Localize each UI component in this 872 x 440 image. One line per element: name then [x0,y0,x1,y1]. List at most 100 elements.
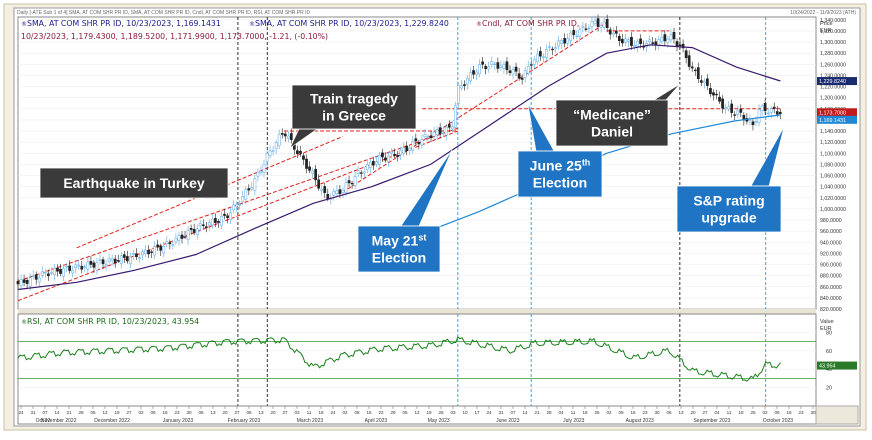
candle-body [712,92,715,96]
candle-body [350,182,354,185]
candle-body [548,46,551,48]
candle-body [283,133,287,137]
candle-body [277,134,281,146]
candle-body [453,105,457,128]
candle-body [141,251,144,256]
candle-body [599,25,603,28]
candle-body [666,38,670,43]
candle-body [657,39,661,46]
candle-body [435,129,439,136]
candle-body [444,126,448,136]
candle-body [724,107,727,110]
x-day-label: 21 [534,410,540,415]
candle-body [690,66,694,69]
candle-body [335,190,339,195]
candle-body [457,85,460,104]
candle-body [472,70,475,75]
callout-text: Train tragedy [310,91,398,107]
price-tick-label: 1,200.0000 [820,96,846,102]
candle-body [28,277,32,287]
candle-body [578,29,582,37]
price-tick-label: 1,140.0000 [820,129,846,135]
candle-body [438,127,442,134]
candle-body [608,29,612,35]
candle-body [47,273,50,277]
candle-body [95,262,99,271]
candle-body [630,36,633,46]
svg-text:®SMA, AT COM SHR PR ID, 10/23/: ®SMA, AT COM SHR PR ID, 10/23/2023, 1,16… [21,19,221,28]
x-day-label: 30 [654,410,660,415]
candle-body [302,155,305,160]
candle-body [517,73,521,79]
candle-body [98,259,102,261]
candle-body [760,105,764,111]
candle-body [542,56,545,58]
candle-body [189,228,193,230]
rsi-line [17,336,781,382]
x-day-label: 08 [354,410,360,415]
candle-body [675,41,679,47]
candle-body [195,228,199,236]
candle-body [171,244,175,246]
candle-body [180,234,184,239]
x-day-label: 23 [642,410,648,415]
candle-body [596,18,600,27]
candle-body [387,155,390,162]
candle-body [417,141,421,145]
x-day-label: 06 [246,410,252,415]
candle-body [150,251,153,253]
sma-a-marker: ® [21,21,27,28]
candle-body [678,44,682,46]
x-day-label: 27 [234,410,240,415]
candle-body [687,55,691,67]
candle-body [177,234,181,241]
candle-body [730,103,734,113]
callout-text: Earthquake in Turkey [63,175,205,191]
price-axis-header-1: Price [820,21,833,27]
candle-body [186,229,190,240]
x-day-label: 09 [618,410,624,415]
x-day-label: 12 [414,410,420,415]
scrollbar-track[interactable] [815,405,859,425]
x-day-label: 07 [42,410,48,415]
candle-body [532,59,536,65]
candle-body [572,29,576,36]
candle-body [220,216,223,226]
x-day-label: 14 [54,410,60,415]
candle-body [268,150,272,156]
candle-body [496,62,500,69]
candle-body [693,69,697,72]
candle-body [393,153,396,156]
rsi-tag-box [817,361,857,370]
candle-body [490,61,494,65]
x-axis: 24 31 07 14 21 28 05 12 19 27 02 09 16 23 30 06 13 20 27 06… [18,406,849,424]
price-tick-label: 1,020.0000 [820,196,846,202]
x-day-label: 11 [727,410,732,415]
x-day-label: 05 [402,410,408,415]
callout-earthquake: Earthquake in Turkey [39,167,244,201]
x-day-label: 15 [366,410,372,415]
candle-body [769,108,773,113]
candle-body [371,160,375,166]
price-tick-label: 1,320.0000 [820,29,846,35]
x-day-label: 11 [571,410,576,415]
x-day-label: 18 [318,410,324,415]
candle-body [551,48,554,51]
candle-body [381,152,384,158]
x-day-label: 31 [498,410,504,415]
candle-body [396,155,399,157]
candle-body [721,98,724,109]
price-tag-box [817,115,857,124]
candle-body [338,189,342,195]
candle-body [347,180,351,184]
x-day-label: 04 [558,410,564,415]
price-tick-label: 1,240.0000 [820,73,846,79]
x-day-label: 09 [150,410,156,415]
candle-body [217,220,220,223]
candle-body [229,212,232,220]
candle-body [706,78,709,86]
